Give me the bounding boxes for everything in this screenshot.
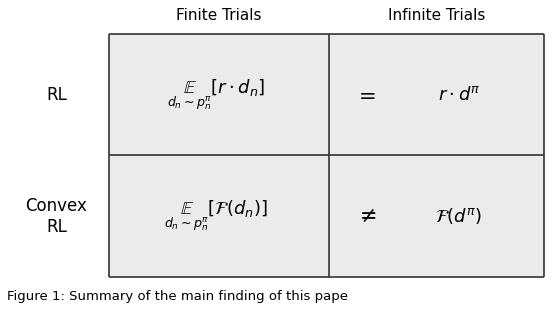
Text: $\mathcal{F}(d^{\pi})$: $\mathcal{F}(d^{\pi})$ — [435, 206, 483, 226]
Text: $r \cdot d^{\pi}$: $r \cdot d^{\pi}$ — [438, 86, 480, 104]
Text: Finite Trials: Finite Trials — [176, 8, 262, 23]
Text: $\underset{d_n \sim p_n^{\pi}}{\mathbb{E}}\left[\mathcal{F}(d_n)\right]$: $\underset{d_n \sim p_n^{\pi}}{\mathbb{E… — [165, 199, 268, 234]
Text: Convex
RL: Convex RL — [25, 197, 88, 236]
Text: $\neq$: $\neq$ — [355, 206, 376, 226]
Text: Figure 1: Summary of the main finding of this pape: Figure 1: Summary of the main finding of… — [7, 290, 348, 303]
Text: RL: RL — [46, 86, 67, 104]
Text: Infinite Trials: Infinite Trials — [388, 8, 485, 23]
Text: $=$: $=$ — [355, 85, 376, 105]
Text: $\underset{d_n \sim p_n^{\pi}}{\mathbb{E}}\left[r \cdot d_n\right]$: $\underset{d_n \sim p_n^{\pi}}{\mathbb{E… — [167, 78, 265, 112]
